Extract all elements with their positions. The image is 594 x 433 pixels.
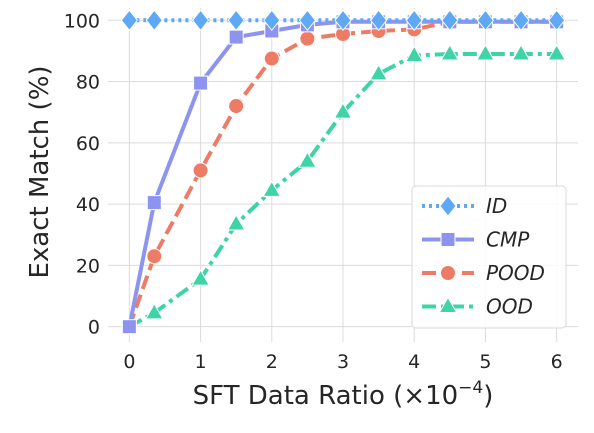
data-point-ood: [511, 43, 531, 61]
data-point-id: [298, 9, 317, 32]
x-tick-label: 3: [337, 351, 349, 373]
data-point-id: [405, 9, 423, 32]
x-tick-label: 4: [408, 351, 420, 373]
data-point-ood: [262, 180, 282, 197]
y-tick-label: 20: [76, 255, 100, 277]
legend: ID CMP POOD OOD: [411, 185, 567, 329]
data-point-ood: [298, 151, 317, 168]
data-point-id: [512, 9, 530, 32]
legend-label: ID: [486, 194, 507, 218]
data-point-id: [476, 9, 495, 32]
data-point-pood: [146, 248, 163, 265]
y-tick-label: 100: [64, 10, 100, 32]
legend-label: OOD: [486, 295, 533, 319]
data-point-cmp: [193, 75, 209, 91]
data-point-ood: [226, 214, 246, 231]
legend-marker: [438, 296, 458, 313]
data-point-id: [191, 9, 210, 32]
data-point-pood: [192, 162, 209, 179]
legend-marker: [440, 265, 456, 281]
data-point-cmp: [121, 319, 137, 335]
data-point-pood: [228, 98, 245, 115]
data-point-ood: [191, 269, 210, 286]
data-point-id: [263, 9, 281, 32]
x-tick-label: 1: [195, 351, 207, 373]
y-axis-label: Exact Match (%): [25, 65, 55, 278]
y-tick-label: 80: [76, 72, 100, 94]
legend-entry-id: ID: [422, 194, 507, 218]
series-id: [120, 9, 566, 32]
data-point-ood: [440, 43, 460, 61]
data-point-pood: [263, 50, 280, 67]
legend-box: [411, 185, 567, 329]
data-point-ood: [369, 63, 388, 81]
data-point-ood: [144, 302, 164, 320]
series-group: [120, 9, 566, 335]
x-tick-label: 6: [551, 351, 563, 373]
data-point-id: [120, 9, 139, 32]
legend-marker: [439, 195, 457, 217]
legend-entry-cmp: CMP: [422, 228, 530, 252]
y-tick-label: 0: [88, 317, 100, 339]
y-tick-label: 60: [76, 133, 100, 155]
data-point-id: [227, 9, 245, 32]
data-point-id: [547, 9, 566, 32]
x-axis-label: SFT Data Ratio (×10−4): [193, 378, 494, 411]
legend-label: POOD: [486, 261, 545, 285]
x-tick-label: 2: [266, 351, 278, 373]
data-point-id: [334, 9, 352, 32]
data-point-ood: [476, 43, 495, 61]
legend-label: CMP: [486, 228, 530, 252]
x-tick-label: 0: [123, 351, 135, 373]
data-point-id: [369, 9, 388, 32]
legend-entry-ood: OOD: [422, 295, 533, 319]
data-point-cmp: [146, 195, 162, 211]
x-tick-label: 5: [479, 351, 491, 373]
legend-entry-pood: POOD: [422, 261, 545, 285]
data-point-id: [441, 9, 459, 32]
y-tick-label: 40: [76, 194, 100, 216]
data-point-ood: [333, 102, 353, 119]
legend-marker: [440, 232, 456, 247]
data-point-cmp: [228, 29, 244, 45]
data-point-pood: [299, 30, 316, 47]
data-point-ood: [404, 45, 424, 62]
data-point-id: [145, 9, 163, 32]
data-point-ood: [547, 43, 566, 61]
